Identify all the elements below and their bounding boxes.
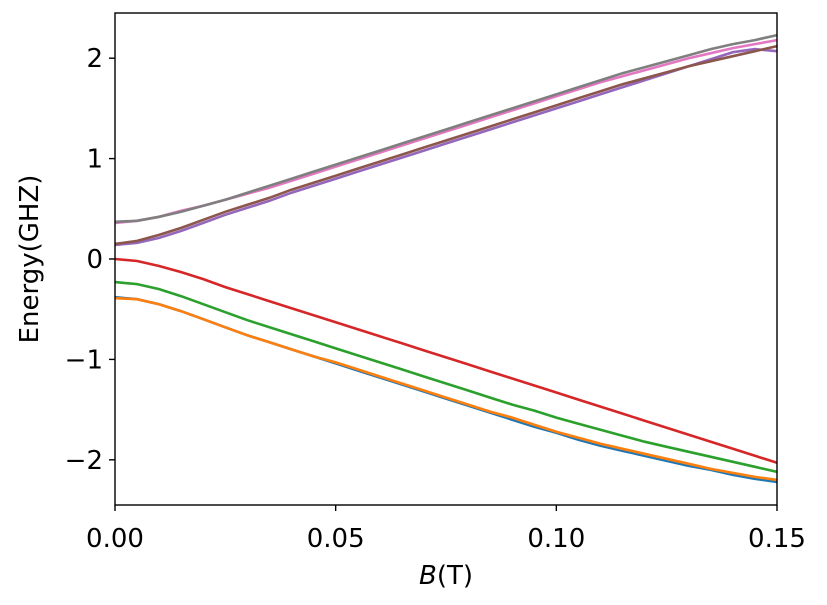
series-line-1 — [114, 295, 778, 484]
y-tick-label: −2 — [65, 446, 103, 476]
y-axis-ticks: −2 −1 0 1 2 — [65, 44, 115, 476]
series-line-8 — [114, 33, 778, 224]
y-tick-label: −1 — [65, 345, 103, 375]
x-tick-label: 0.10 — [527, 524, 585, 554]
y-tick-label: 2 — [86, 44, 103, 74]
x-tick-label: 0.00 — [86, 524, 144, 554]
series-line-2 — [114, 296, 778, 482]
x-axis-label: B(T) — [419, 561, 473, 591]
series-line-7 — [114, 38, 778, 225]
series-line-6 — [114, 44, 778, 246]
series-line-4 — [114, 257, 778, 465]
series-lines — [114, 33, 778, 484]
x-tick-label: 0.15 — [748, 524, 806, 554]
series-line-3 — [114, 280, 778, 474]
y-tick-label: 0 — [86, 245, 103, 275]
x-tick-label: 0.05 — [307, 524, 365, 554]
y-tick-label: 1 — [86, 145, 103, 175]
y-axis-label: Energy(GHZ) — [15, 175, 45, 344]
x-axis-ticks: 0.00 0.05 0.10 0.15 — [86, 505, 806, 554]
